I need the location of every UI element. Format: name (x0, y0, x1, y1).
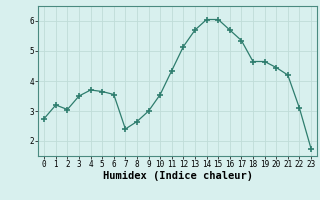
X-axis label: Humidex (Indice chaleur): Humidex (Indice chaleur) (103, 171, 252, 181)
